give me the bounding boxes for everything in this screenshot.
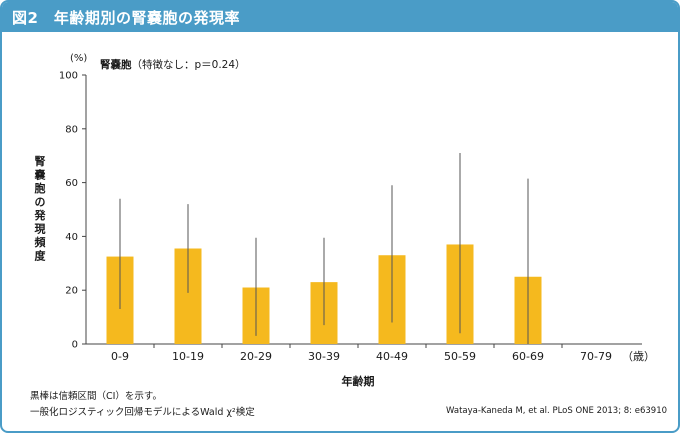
x-tick-label: 60-69 <box>512 350 544 363</box>
y-tick-label: 60 <box>65 178 78 189</box>
y-tick-label: 0 <box>72 340 78 351</box>
y-unit-label: (%) <box>70 53 87 64</box>
x-axis-title: 年齢期 <box>342 374 375 388</box>
x-tick-labels: 0-9 10-19 20-29 30-39 40-49 50-59 60-69 70-79 <box>111 350 612 363</box>
note-ci: 黒棒は信頼区間（CI）を示す。 <box>30 391 162 402</box>
x-tick-label: 30-39 <box>308 350 340 363</box>
y-tick-label: 100 <box>59 71 78 82</box>
y-axis-title-char: の <box>35 196 46 209</box>
y-tick-label: 20 <box>65 286 78 297</box>
x-unit-label: （歳） <box>622 350 655 363</box>
confidence-intervals <box>119 153 529 344</box>
x-tick-label: 20-29 <box>240 350 272 363</box>
x-tick-label: 50-59 <box>444 350 476 363</box>
chart-title: 腎嚢胞 <box>100 58 132 71</box>
y-axis-title-char: 嚢 <box>34 168 47 182</box>
axes <box>82 74 642 348</box>
figure-header: 図2 年齢期別の腎嚢胞の発現率 <box>2 2 678 32</box>
y-axis-title-char: 度 <box>35 249 47 263</box>
note-test: 一般化ロジスティック回帰モデルによるWald χ²検定 <box>30 407 255 418</box>
y-tick-label: 40 <box>65 232 78 243</box>
y-axis-title-char: 胞 <box>35 181 46 195</box>
x-tick-label: 10-19 <box>172 350 204 363</box>
y-axis-title-char: 現 <box>35 223 46 236</box>
x-tick-label: 70-79 <box>580 350 612 363</box>
figure-title: 図2 年齢期別の腎嚢胞の発現率 <box>12 9 240 27</box>
citation: Wataya-Kaneda M, et al. PLoS ONE 2013; 8… <box>446 406 668 416</box>
x-tick-label: 40-49 <box>376 350 408 363</box>
y-axis-title-char: 頻 <box>35 235 46 249</box>
y-tick-label: 80 <box>65 124 78 135</box>
y-axis-title-char: 発 <box>34 208 47 222</box>
chart-subtitle: （特徴なし：p＝0.24） <box>132 58 246 71</box>
y-axis-title-char: 腎 <box>35 155 46 168</box>
x-tick-label: 0-9 <box>111 350 129 363</box>
chart-title-line: 腎嚢胞（特徴なし：p＝0.24） <box>100 58 246 71</box>
y-tick-labels: 0 20 40 60 80 100 <box>59 71 78 351</box>
